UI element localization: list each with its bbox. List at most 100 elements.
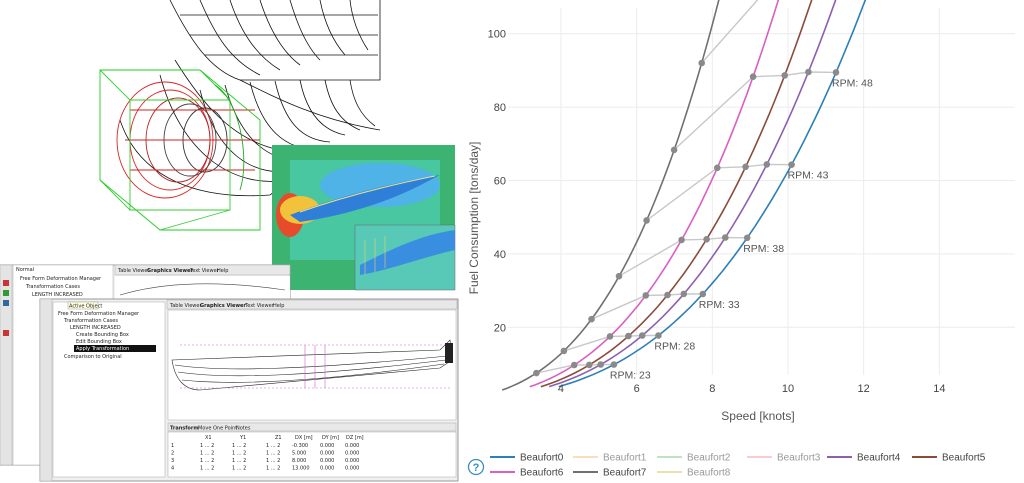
rpm-label: RPM: 43 [788,170,829,182]
rpm-point[interactable] [678,236,685,244]
table-cell[interactable]: 4 [171,466,174,472]
rpm-point[interactable] [805,68,812,76]
table-cell[interactable]: 0.000 [320,466,334,472]
table-cell[interactable]: 13.000 [292,466,310,472]
rpm-point[interactable] [680,290,688,298]
tree2-item-2[interactable]: Transformation Cases [63,318,118,324]
table-cell[interactable]: 0.000 [320,443,334,449]
legend-item-beaufort2[interactable]: Beaufort2 [687,453,731,464]
table-cell[interactable]: 1 ... 2 [232,451,246,457]
rpm-point[interactable] [588,315,595,323]
table-cell[interactable]: -0.300 [292,443,308,449]
rpm-point[interactable] [722,234,729,241]
rpm-point[interactable] [749,73,757,80]
table-cell[interactable]: 8.000 [292,458,306,464]
rpm-point[interactable] [570,361,578,369]
rpm-point[interactable] [615,272,623,280]
legend-item-beaufort1[interactable]: Beaufort1 [603,453,647,464]
table-cell[interactable]: 0.000 [345,458,359,464]
rpm-point[interactable] [625,332,632,340]
tree2-item-7[interactable]: Comparison to Original [64,354,122,360]
help-button[interactable]: ? [467,458,485,476]
bottom-tab-transform[interactable]: Transform [170,426,199,432]
table-cell[interactable]: 1 ... 2 [232,443,246,449]
legend-item-beaufort0[interactable]: Beaufort0 [520,453,564,464]
y-tick-label: 80 [494,102,506,114]
question-circle-icon[interactable] [467,458,485,476]
rpm-point[interactable] [699,290,707,298]
legend-item-beaufort8[interactable]: Beaufort8 [687,468,731,479]
tab2-graphics-viewer[interactable]: Graphics Viewer [200,303,246,309]
table-cell[interactable]: 1 ... 2 [232,458,246,464]
grid [508,8,1015,375]
tree1-item-3[interactable]: LENGTH INCREASED [32,292,83,298]
rpm-point[interactable] [642,292,650,299]
table-cell[interactable]: 1 ... 2 [266,451,280,457]
rpm-point[interactable] [714,164,721,172]
table-cell[interactable]: 2 [171,451,174,457]
rpm-point[interactable] [698,59,705,67]
legend-item-beaufort4[interactable]: Beaufort4 [857,453,901,464]
fuel-consumption-chart: RPM: 23 RPM: 28 RPM: 33 RPM: 38 RPM: 43 RPM: … [467,0,1015,479]
rpm-point[interactable] [610,361,618,368]
rpm-point[interactable] [560,347,568,355]
rpm-point[interactable] [655,332,662,339]
bottom-tab-move-one-point[interactable]: Move One Point [198,426,237,432]
tab1-help[interactable]: Help [217,268,228,274]
software-collage: Normal Free Form Deformation Manager Tra… [0,0,460,483]
table-cell[interactable]: 1 [171,443,174,449]
rpm-point[interactable] [586,361,593,369]
legend-item-beaufort6[interactable]: Beaufort6 [520,468,564,479]
tab1-text-viewer[interactable]: Text Viewer [189,268,220,274]
x-tick-label: 14 [933,383,945,395]
table-cell[interactable]: 1 ... 2 [266,466,280,472]
cfd-image [272,145,456,291]
tree2-item-6[interactable]: Apply Transformation [76,346,129,352]
table-cell[interactable]: 0.000 [345,451,359,457]
tab1-graphics-viewer[interactable]: Graphics Viewer [147,268,193,274]
table-cell[interactable]: 1 ... 2 [200,466,214,472]
legend-item-beaufort7[interactable]: Beaufort7 [603,468,647,479]
legend-item-beaufort3[interactable]: Beaufort3 [777,453,821,464]
rpm-point[interactable] [638,332,646,339]
table-cell[interactable]: 1 ... 2 [200,451,214,457]
series-line-beaufort0 [558,0,867,388]
table-cell[interactable]: 3 [171,458,174,464]
table-cell[interactable]: 1 ... 2 [232,466,246,472]
tab2-text-viewer[interactable]: Text Viewer [244,303,275,309]
rpm-point[interactable] [832,69,840,76]
tab2-help[interactable]: Help [273,303,284,309]
rpm-point[interactable] [533,369,540,377]
table-cell[interactable]: 0.000 [345,443,359,449]
table-cell[interactable]: 1 ... 2 [200,443,214,449]
rpm-point[interactable] [788,161,795,168]
table-cell[interactable]: 0.000 [320,458,334,464]
rpm-point[interactable] [670,146,678,154]
rpm-point[interactable] [606,333,614,340]
rpm-point[interactable] [597,361,604,368]
table-cell[interactable]: 1 ... 2 [200,458,214,464]
table-cell[interactable]: 5.000 [292,451,306,457]
table-cell[interactable]: 0.000 [320,451,334,457]
tree1-item-2[interactable]: Transformation Cases [25,284,80,290]
table-cell[interactable]: 1 ... 2 [266,458,280,464]
tree2-item-3[interactable]: LENGTH INCREASED [70,325,121,331]
rpm-point[interactable] [781,72,788,79]
table-cell[interactable]: 0.000 [345,466,359,472]
tree2-item-1[interactable]: Free Form Deformation Manager [58,311,140,317]
table-cell[interactable]: 1 ... 2 [266,443,280,449]
rpm-point[interactable] [743,234,751,242]
rpm-point[interactable] [763,161,771,168]
tree1-item-1[interactable]: Free Form Deformation Manager [20,276,102,282]
tab1-table-viewer[interactable]: Table Viewer [117,268,150,274]
y-tick-label: 60 [494,175,506,187]
tab2-table-viewer[interactable]: Table Viewer [169,303,202,309]
rpm-point[interactable] [643,217,650,224]
tree2-item-5[interactable]: Edit Bounding Box [76,339,122,345]
legend-item-beaufort5[interactable]: Beaufort5 [942,453,986,464]
tree2-item-4[interactable]: Create Bounding Box [76,332,129,338]
rpm-point[interactable] [742,163,749,171]
rpm-point[interactable] [664,291,671,299]
bottom-tab-notes[interactable]: Notes [236,426,251,432]
rpm-point[interactable] [703,236,710,243]
